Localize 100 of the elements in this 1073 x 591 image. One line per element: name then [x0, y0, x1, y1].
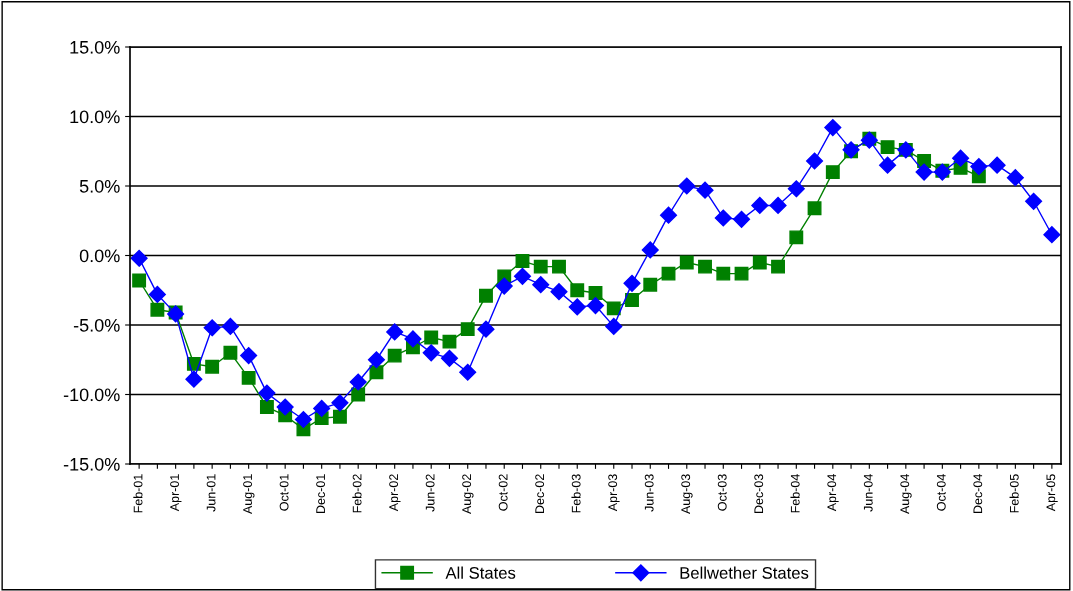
point — [606, 301, 621, 316]
point — [952, 149, 970, 167]
point — [130, 249, 148, 267]
point — [625, 293, 639, 307]
point — [787, 180, 805, 198]
x-tick-label: Oct-04 — [936, 474, 946, 511]
point — [771, 259, 785, 274]
point — [459, 363, 477, 381]
point — [659, 206, 678, 224]
point — [148, 285, 166, 303]
x-tick-label: Dec-03 — [754, 474, 764, 513]
point — [588, 286, 603, 300]
y-tick-label: 5.0% — [79, 179, 120, 193]
point — [294, 410, 312, 429]
x-tick-label: Dec-02 — [535, 474, 545, 513]
legend-label: All States — [445, 566, 516, 579]
y-tick-label: 0.0% — [79, 249, 120, 263]
point — [734, 266, 749, 281]
y-tick-label: -5.0% — [73, 318, 120, 332]
x-tick-label: Aug-01 — [243, 474, 255, 514]
point — [1025, 192, 1043, 210]
x-tick-label: Jun-02 — [425, 474, 435, 512]
point — [241, 370, 256, 385]
point — [240, 347, 258, 365]
point — [769, 196, 787, 215]
point — [479, 288, 493, 303]
point — [879, 156, 897, 174]
point — [132, 273, 147, 288]
point — [988, 156, 1006, 174]
point — [641, 241, 659, 259]
point — [313, 399, 331, 417]
point — [150, 302, 165, 317]
point — [276, 398, 294, 416]
point — [367, 351, 385, 369]
x-tick-label: Feb-03 — [571, 474, 581, 513]
x-tick-label: Feb-02 — [352, 474, 362, 513]
point — [789, 230, 804, 245]
x-tick-label: Feb-01 — [133, 474, 143, 513]
x-tick-label: Jun-03 — [644, 474, 654, 512]
point — [223, 345, 238, 360]
point — [331, 394, 349, 412]
point — [422, 344, 440, 362]
point — [807, 201, 822, 216]
legend-label: Bellwether States — [680, 566, 809, 579]
y-tick-label: -15.0% — [63, 457, 120, 471]
point — [205, 359, 220, 374]
point — [568, 298, 586, 316]
x-tick-label: Apr-05 — [1046, 474, 1058, 512]
point — [915, 163, 933, 181]
point — [221, 317, 239, 335]
point — [424, 330, 439, 345]
point — [533, 259, 548, 274]
x-tick-label: Oct-03 — [717, 474, 727, 511]
point — [404, 330, 422, 348]
point — [752, 255, 767, 270]
point — [751, 196, 769, 215]
point — [806, 152, 824, 170]
point — [586, 296, 605, 315]
x-tick-label: Apr-01 — [170, 474, 182, 512]
y-tick-label: 15.0% — [70, 40, 120, 54]
point — [1006, 169, 1024, 187]
y-tick-label: -10.0% — [63, 388, 120, 402]
point — [623, 274, 641, 292]
point — [970, 157, 988, 176]
point — [386, 323, 404, 341]
point — [698, 259, 712, 274]
point — [550, 283, 568, 301]
point — [513, 267, 532, 285]
point — [824, 119, 842, 137]
point — [678, 177, 696, 195]
point — [825, 165, 840, 180]
x-tick-label: Apr-04 — [827, 474, 839, 512]
point — [440, 349, 459, 367]
point — [349, 373, 367, 391]
x-tick-label: Aug-04 — [900, 474, 912, 514]
x-tick-label: Jun-04 — [863, 474, 873, 512]
point — [643, 277, 658, 292]
x-tick-label: Aug-03 — [681, 474, 693, 514]
point — [258, 384, 276, 402]
point — [515, 254, 530, 269]
point — [696, 181, 714, 199]
x-tick-label: Oct-02 — [498, 474, 508, 511]
point — [203, 319, 221, 337]
x-tick-label: Feb-05 — [1009, 474, 1019, 513]
x-tick-label: Aug-02 — [462, 474, 474, 514]
point — [495, 277, 513, 295]
point — [259, 400, 274, 414]
point — [332, 409, 347, 424]
point — [661, 266, 676, 281]
x-tick-label: Dec-04 — [973, 474, 983, 513]
point — [477, 320, 495, 338]
x-tick-label: Apr-02 — [389, 474, 401, 512]
point — [1043, 226, 1061, 244]
point — [679, 255, 694, 270]
x-tick-label: Apr-03 — [608, 474, 620, 512]
point — [552, 259, 566, 274]
point — [532, 276, 550, 294]
point — [714, 209, 732, 227]
x-tick-label: Feb-04 — [790, 474, 800, 513]
point — [880, 140, 895, 155]
